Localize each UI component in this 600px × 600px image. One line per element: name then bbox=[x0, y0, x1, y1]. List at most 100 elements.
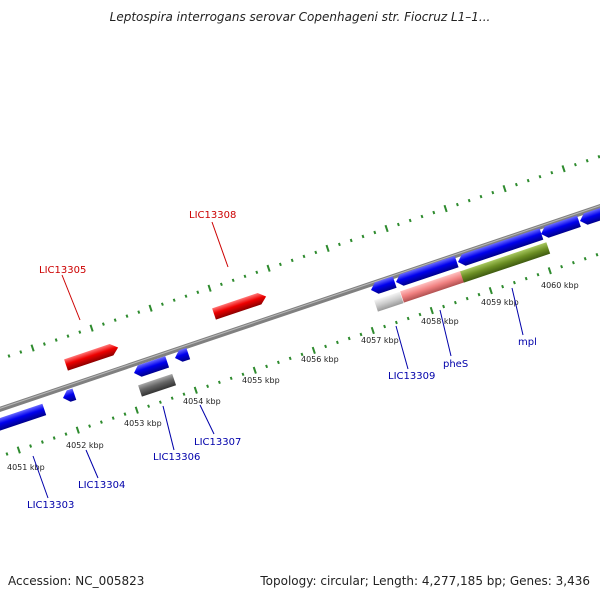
gene-mpl[interactable] bbox=[460, 242, 551, 283]
forward-minor-tick bbox=[491, 190, 495, 195]
tick-label-4059: 4059 kbp bbox=[481, 298, 519, 307]
reverse-minor-tick bbox=[241, 372, 245, 377]
reverse-minor-tick bbox=[595, 252, 599, 257]
tick-label-4052: 4052 kbp bbox=[66, 441, 104, 450]
gene-lic13305[interactable] bbox=[64, 342, 120, 371]
gene-phes[interactable] bbox=[400, 270, 465, 303]
label-lic13306[interactable]: LIC13306 bbox=[153, 452, 200, 463]
gene-lic13312[interactable] bbox=[539, 215, 581, 240]
reverse-minor-tick bbox=[383, 324, 387, 329]
label-lic13305[interactable]: LIC13305 bbox=[39, 265, 86, 276]
leader-lic13305 bbox=[61, 274, 81, 321]
label-lic13309[interactable]: LIC13309 bbox=[388, 371, 435, 382]
label-leaders bbox=[32, 221, 524, 499]
leader-lic13308 bbox=[211, 221, 229, 268]
reverse-minor-tick bbox=[394, 320, 398, 325]
reverse-tick-row bbox=[5, 252, 599, 456]
forward-minor-tick bbox=[7, 354, 11, 358]
reverse-minor-tick bbox=[324, 344, 328, 349]
reverse-major-tick bbox=[252, 366, 257, 374]
label-lic13308[interactable]: LIC13308 bbox=[189, 210, 236, 221]
reverse-minor-tick bbox=[477, 292, 481, 297]
forward-minor-tick bbox=[290, 258, 294, 263]
tick-label-4054: 4054 kbp bbox=[183, 397, 221, 406]
forward-minor-tick bbox=[455, 202, 459, 207]
reverse-major-tick bbox=[370, 326, 375, 335]
forward-major-tick bbox=[443, 204, 448, 213]
gene-lic13306-feature[interactable] bbox=[138, 373, 177, 397]
leader-lic13304 bbox=[85, 449, 99, 479]
forward-minor-tick bbox=[231, 278, 235, 283]
gene-lic13310[interactable] bbox=[394, 255, 459, 288]
gene-lic13303[interactable] bbox=[0, 403, 47, 432]
forward-minor-tick bbox=[573, 162, 577, 167]
reverse-major-tick bbox=[134, 406, 139, 414]
reverse-minor-tick bbox=[170, 396, 174, 400]
genome-backbone-highlight bbox=[0, 205, 600, 409]
gene-lic13309[interactable] bbox=[369, 276, 397, 295]
leader-lic13303 bbox=[32, 455, 49, 499]
tick-label-4056: 4056 kbp bbox=[301, 355, 339, 364]
reverse-minor-tick bbox=[347, 336, 351, 341]
forward-minor-tick bbox=[408, 218, 412, 223]
feature-gray[interactable] bbox=[374, 291, 404, 312]
forward-major-tick bbox=[30, 344, 35, 352]
forward-minor-tick bbox=[373, 230, 377, 235]
forward-minor-tick bbox=[113, 318, 117, 322]
reverse-minor-tick bbox=[217, 380, 221, 385]
forward-minor-tick bbox=[396, 222, 400, 227]
label-phes[interactable]: pheS bbox=[443, 359, 468, 370]
leader-lic13309 bbox=[395, 325, 409, 370]
forward-minor-tick bbox=[349, 238, 353, 243]
forward-minor-tick bbox=[78, 330, 82, 334]
forward-minor-tick bbox=[54, 338, 58, 342]
forward-minor-tick bbox=[19, 350, 23, 354]
gene-labels: LIC13305 LIC13308 LIC13303 LIC13304 LIC1… bbox=[27, 210, 537, 511]
reverse-minor-tick bbox=[442, 304, 446, 309]
forward-minor-tick bbox=[160, 302, 164, 306]
gene-lic13307[interactable] bbox=[173, 347, 191, 364]
forward-minor-tick bbox=[219, 282, 223, 287]
tick-label-4053: 4053 kbp bbox=[124, 419, 162, 428]
forward-major-tick bbox=[502, 184, 507, 193]
forward-minor-tick bbox=[514, 182, 518, 187]
label-lic13304[interactable]: LIC13304 bbox=[78, 480, 125, 491]
gene-lic13311[interactable] bbox=[456, 228, 544, 267]
label-lic13303[interactable]: LIC13303 bbox=[27, 500, 74, 511]
forward-minor-tick bbox=[526, 178, 530, 183]
forward-major-tick bbox=[207, 284, 212, 292]
reverse-minor-tick bbox=[5, 452, 9, 456]
forward-minor-tick bbox=[42, 342, 46, 346]
reverse-minor-tick bbox=[335, 340, 339, 345]
forward-minor-tick bbox=[255, 270, 259, 275]
forward-major-tick bbox=[148, 304, 153, 312]
reverse-minor-tick bbox=[465, 296, 469, 301]
leader-phes bbox=[439, 309, 452, 357]
forward-minor-tick bbox=[538, 174, 542, 179]
reverse-minor-tick bbox=[147, 404, 151, 408]
reverse-major-tick bbox=[16, 446, 21, 454]
forward-minor-tick bbox=[101, 322, 105, 326]
forward-minor-tick bbox=[137, 310, 141, 314]
forward-minor-tick bbox=[550, 170, 554, 175]
reverse-major-tick bbox=[311, 346, 316, 355]
reverse-minor-tick bbox=[512, 280, 516, 285]
forward-minor-tick bbox=[597, 154, 600, 159]
label-mpl[interactable]: mpl bbox=[518, 337, 537, 348]
reverse-minor-tick bbox=[40, 440, 44, 444]
gene-lic13308[interactable] bbox=[212, 291, 268, 320]
reverse-minor-tick bbox=[406, 316, 410, 321]
reverse-minor-tick bbox=[64, 432, 68, 436]
reverse-minor-tick bbox=[571, 260, 575, 265]
reverse-major-tick bbox=[488, 286, 493, 295]
leader-lic13307 bbox=[199, 404, 215, 435]
leader-lic13306 bbox=[162, 405, 175, 451]
label-lic13307[interactable]: LIC13307 bbox=[194, 437, 241, 448]
reverse-minor-tick bbox=[123, 412, 127, 416]
gene-lic13304[interactable] bbox=[61, 388, 77, 403]
tick-label-4057: 4057 kbp bbox=[361, 336, 399, 345]
forward-minor-tick bbox=[432, 210, 436, 215]
reverse-minor-tick bbox=[359, 332, 363, 337]
forward-minor-tick bbox=[479, 194, 483, 199]
gene-lic13306[interactable] bbox=[132, 356, 170, 379]
